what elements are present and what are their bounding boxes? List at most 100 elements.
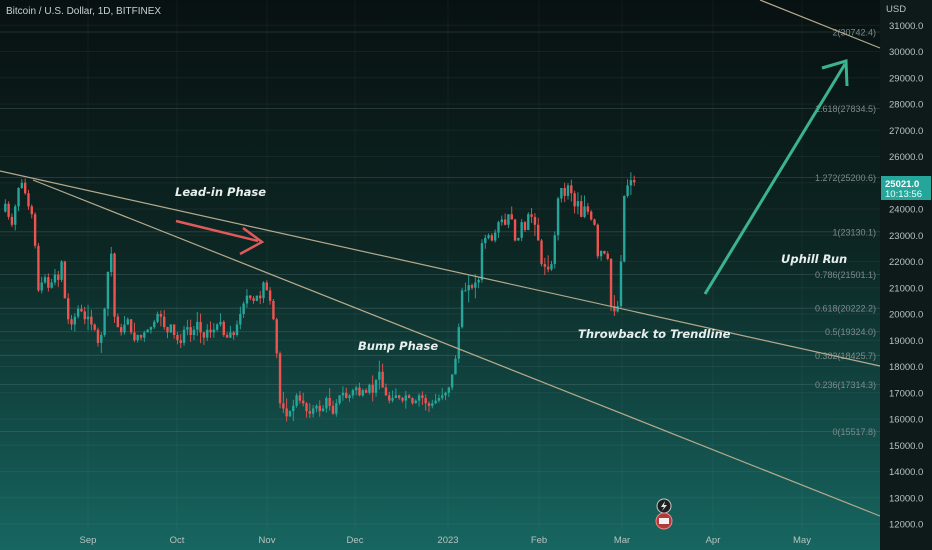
candle-body bbox=[63, 261, 67, 299]
candle-body bbox=[126, 319, 129, 325]
candle-body bbox=[255, 295, 259, 301]
candle-body bbox=[431, 403, 434, 406]
price-axis-currency: USD bbox=[886, 4, 906, 15]
fib-level-label: 0.382(18425.7) bbox=[815, 351, 876, 361]
fib-level-label: 0.618(20222.2) bbox=[815, 304, 876, 314]
candle-body bbox=[378, 371, 381, 380]
price-tick-label: 26000.0 bbox=[889, 152, 923, 163]
fib-level-label: 1.272(25200.6) bbox=[815, 173, 876, 183]
candle-body bbox=[398, 395, 401, 398]
candle-body bbox=[275, 319, 278, 354]
candle-body bbox=[321, 408, 325, 412]
candle-body bbox=[576, 201, 580, 207]
candle-body bbox=[73, 316, 77, 325]
candle-body bbox=[550, 264, 553, 270]
candle-body bbox=[493, 232, 497, 241]
candle-body bbox=[27, 193, 30, 207]
candle-body bbox=[351, 390, 355, 396]
candle-body bbox=[364, 390, 368, 393]
candle-body bbox=[497, 222, 500, 233]
time-tick-label: Mar bbox=[614, 535, 630, 546]
candle-body bbox=[136, 335, 139, 341]
price-tick-label: 20000.0 bbox=[889, 310, 923, 321]
candle-body bbox=[345, 392, 348, 398]
candle-body bbox=[368, 384, 371, 393]
candle-body bbox=[83, 311, 86, 320]
time-tick-label: Oct bbox=[170, 535, 185, 546]
candle-body bbox=[586, 206, 590, 212]
trendlines[interactable] bbox=[0, 0, 881, 517]
candle-body bbox=[278, 353, 282, 404]
candle-body bbox=[272, 300, 275, 320]
candle-body bbox=[384, 387, 388, 396]
annotation-lead-in: Lead-in Phase bbox=[175, 185, 266, 199]
candle-body bbox=[391, 398, 394, 401]
candle-body bbox=[129, 319, 133, 333]
candle-body bbox=[570, 185, 573, 194]
green-arrow[interactable] bbox=[703, 59, 849, 295]
candle-body bbox=[517, 237, 520, 241]
candle-body bbox=[583, 206, 586, 217]
candle-body bbox=[374, 379, 378, 393]
candle-body bbox=[407, 395, 411, 398]
time-tick-label: Sep bbox=[80, 535, 97, 546]
candle-body bbox=[282, 403, 285, 409]
earnings-flag-icon[interactable] bbox=[655, 512, 673, 530]
annotation-bump: Bump Phase bbox=[358, 339, 438, 353]
candle-body bbox=[460, 290, 464, 328]
annotation-uphill: Uphill Run bbox=[781, 252, 847, 266]
candle-body bbox=[427, 403, 431, 406]
fib-level-label: 2(30742.4) bbox=[832, 28, 876, 38]
candle-body bbox=[623, 195, 626, 262]
candle-body bbox=[613, 306, 616, 312]
price-tick-label: 15000.0 bbox=[889, 441, 923, 452]
price-tick-label: 17000.0 bbox=[889, 388, 923, 399]
candle-body bbox=[30, 206, 33, 215]
candle-body bbox=[308, 411, 312, 414]
candle-body bbox=[358, 387, 361, 396]
lightning-icon[interactable] bbox=[656, 498, 672, 514]
candle-body bbox=[40, 282, 43, 291]
candle-body bbox=[192, 329, 196, 335]
red-arrow[interactable] bbox=[175, 219, 265, 256]
candle-body bbox=[315, 405, 318, 409]
fib-level-label: 0.236(17314.3) bbox=[815, 380, 876, 390]
candle-body bbox=[580, 201, 583, 217]
fib-level-label: 1(23130.1) bbox=[832, 227, 876, 237]
candle-body bbox=[143, 332, 146, 338]
candle-body bbox=[179, 340, 182, 343]
candle-body bbox=[530, 214, 533, 217]
candle-body bbox=[110, 253, 113, 272]
candle-body bbox=[556, 198, 560, 236]
price-tick-label: 31000.0 bbox=[889, 21, 923, 32]
candle-body bbox=[209, 329, 212, 333]
candle-body bbox=[90, 316, 93, 325]
resistance-trendline[interactable] bbox=[0, 170, 881, 367]
candle-body bbox=[212, 329, 216, 333]
upper-trendline[interactable] bbox=[759, 0, 881, 49]
candle-body bbox=[537, 224, 540, 241]
candle-body bbox=[20, 182, 24, 188]
candle-body bbox=[239, 314, 242, 325]
candle-body bbox=[292, 405, 295, 412]
fib-retracement[interactable]: 0(15517.8) 0.236(17314.3) 0.382(18425.7) 0.… bbox=[0, 28, 880, 438]
candle-body bbox=[474, 282, 477, 288]
bump-trendline[interactable] bbox=[32, 179, 881, 517]
candle-body bbox=[543, 264, 547, 267]
candle-body bbox=[146, 329, 149, 333]
candle-body bbox=[199, 321, 202, 333]
candle-body bbox=[616, 306, 619, 312]
event-icons[interactable] bbox=[655, 498, 673, 530]
candle-body bbox=[546, 266, 550, 270]
price-tick-label: 27000.0 bbox=[889, 126, 923, 137]
candle-body bbox=[67, 298, 70, 320]
candle-body bbox=[215, 324, 219, 330]
price-tick-label: 18000.0 bbox=[889, 362, 923, 373]
candle-body bbox=[222, 321, 225, 335]
price-axis-panel bbox=[880, 0, 932, 550]
candle-body bbox=[189, 327, 192, 335]
candle-body bbox=[305, 403, 308, 412]
time-tick-label: Nov bbox=[259, 535, 276, 546]
